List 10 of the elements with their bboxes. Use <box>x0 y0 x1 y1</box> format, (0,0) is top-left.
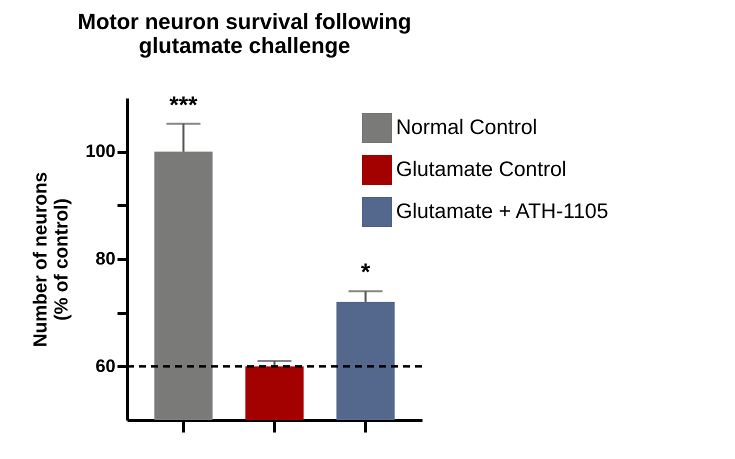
legend-label: Glutamate + ATH-1105 <box>396 200 608 223</box>
data-label: * <box>360 259 371 286</box>
data-label: *** <box>169 92 198 119</box>
y-tick-label: 60 <box>95 356 116 376</box>
chart-title: Motor neuron survival following glutamate challenge <box>78 8 412 58</box>
y-tick-label: 80 <box>95 248 116 268</box>
y-tick-label: 100 <box>85 141 116 162</box>
legend-label: Glutamate Control <box>396 158 566 181</box>
y-axis-title: Number of neurons (% of control) <box>30 172 72 348</box>
legend-label: Normal Control <box>396 116 538 139</box>
